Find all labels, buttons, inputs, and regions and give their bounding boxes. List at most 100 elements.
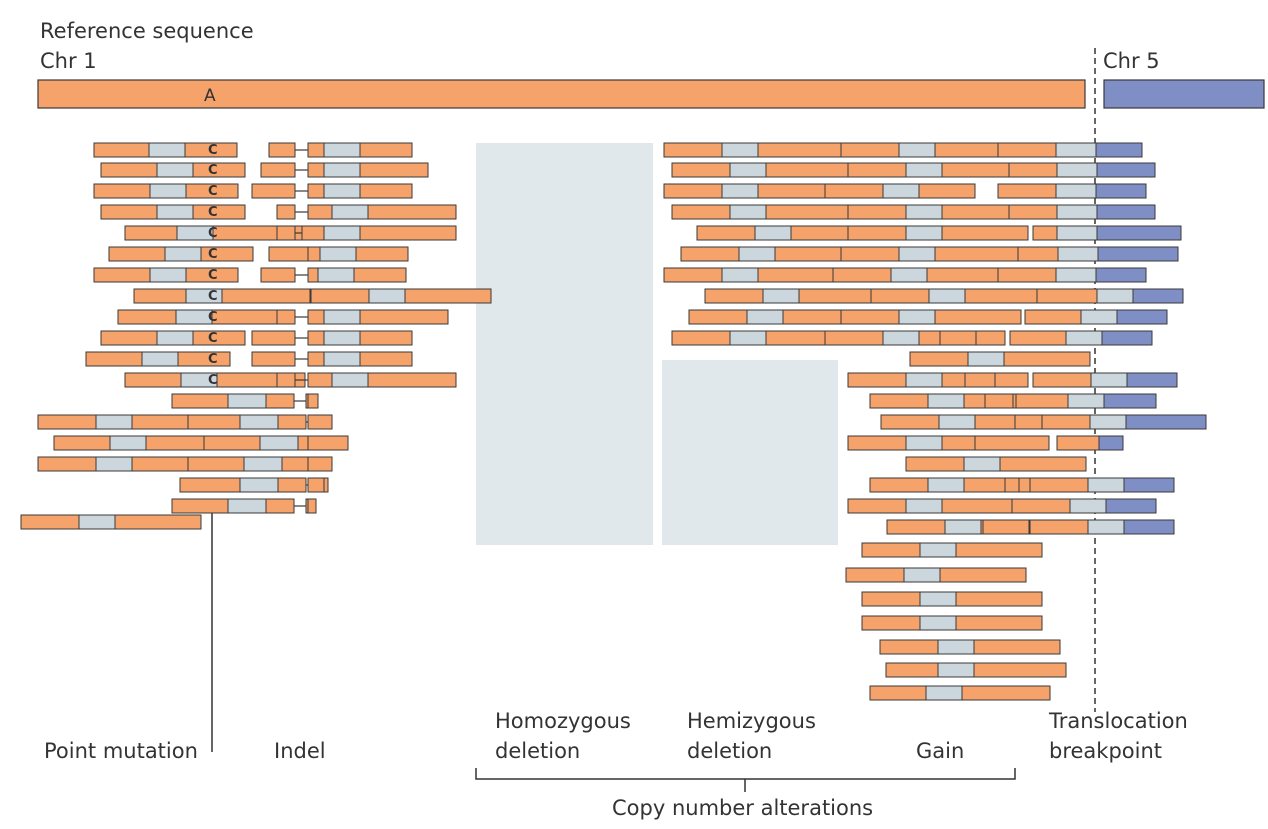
translocation-read-pair-8-read2-chr5	[1132, 288, 1184, 304]
indel-read-11-pair-insert	[323, 351, 361, 367]
translocation-read-pair-7-insert	[1055, 267, 1097, 283]
mutant-base-c-4: C	[208, 205, 218, 220]
translocation-read-pair-8-read1	[1036, 288, 1098, 304]
gain-read-pair-27-read1	[869, 477, 929, 493]
translocation-read-pair-14-read1	[1056, 435, 1100, 451]
indel-read-1-pair-read1	[307, 142, 325, 158]
gain-read-pair-4-read2	[941, 162, 1011, 178]
point-mutation-read-pair-8-read1	[133, 288, 187, 304]
translocation-read-pair-11-read1	[1032, 372, 1092, 388]
gain-read-pair-30-insert	[919, 542, 957, 558]
point-mutation-read-pair-13-insert	[95, 414, 133, 430]
translocation-read-pair-9-insert	[1080, 309, 1118, 325]
gain-extra-read-6	[1004, 477, 1020, 493]
gain-read-pair-19-insert	[729, 330, 767, 346]
gain-read-pair-13-read1	[663, 267, 723, 283]
gain-read-pair-6-insert	[882, 183, 920, 199]
point-mutation-read-pair-7-read1	[93, 267, 151, 283]
gain-read-pair-1-insert	[721, 142, 759, 158]
gain-read-pair-22-read1	[847, 372, 907, 388]
translocation-read-pair-6-insert	[1057, 246, 1099, 262]
translocation-read-pair-3-insert	[1055, 183, 1097, 199]
gain-read-pair-23-read1	[869, 393, 929, 409]
gain-read-pair-12-read2	[934, 246, 1022, 262]
gain-read-pair-4-read1	[847, 162, 907, 178]
translocation-read-pair-5-insert	[1056, 225, 1098, 241]
indel-read-13-left	[171, 393, 229, 409]
gain-read-pair-11-read1	[680, 246, 740, 262]
indel-read-10-left	[251, 330, 296, 346]
translocation-read-pair-4-insert	[1056, 204, 1098, 220]
gain-read-pair-31-read1	[845, 567, 905, 583]
mutant-base-c-1: C	[208, 143, 218, 158]
indel-read-5-left	[276, 225, 296, 241]
chr1-reference-bar	[37, 79, 1086, 109]
gain-read-pair-9-read1	[696, 225, 756, 241]
hemizygous-deletion-region	[662, 360, 838, 545]
gain-read-pair-34-read2	[973, 639, 1061, 655]
indel-read-13-right	[265, 393, 295, 409]
gain-read-pair-1-read1	[663, 142, 723, 158]
indel-label: Indel	[274, 739, 326, 763]
indel-read-10-pair-read1	[307, 330, 325, 346]
gain-read-pair-1-read2	[757, 142, 845, 158]
indel-read-3-left	[251, 183, 296, 199]
indel-read-1-pair-insert	[323, 142, 361, 158]
gain-extra-read-7	[982, 519, 1030, 535]
point-mutation-read-pair-6-read1	[108, 246, 166, 262]
gain-read-pair-3-read1	[671, 162, 731, 178]
gain-read-pair-29-insert	[944, 519, 982, 535]
indel-read-15-insert	[259, 435, 299, 451]
gain-read-pair-27-insert	[927, 477, 965, 493]
point-mutation-read-pair-16-read2	[114, 514, 202, 530]
translocation-read-pair-17-insert	[1087, 519, 1125, 535]
gain-read-pair-15-read1	[704, 288, 764, 304]
gain-read-pair-36-read1	[869, 685, 927, 701]
gain-read-pair-32-read2	[955, 591, 1043, 607]
gain-read-pair-16-read1	[870, 288, 930, 304]
gain-read-pair-18-read1	[840, 309, 900, 325]
indel-read-4-left	[276, 204, 296, 220]
chr5-label: Chr 5	[1103, 49, 1160, 73]
mutant-base-c-9: C	[208, 310, 218, 325]
gain-read-pair-21-insert	[967, 351, 1005, 367]
translocation-read-pair-16-insert	[1069, 498, 1107, 514]
translocation-read-pair-2-read1	[1008, 162, 1058, 178]
indel-read-2-pair-read2	[359, 162, 429, 178]
indel-lower-piece-2	[307, 414, 333, 430]
gain-read-pair-26-read1	[905, 456, 965, 472]
translocation-read-pair-2-insert	[1056, 162, 1098, 178]
gain-read-pair-35-read2	[973, 662, 1067, 678]
translocation-read-pair-12-insert	[1067, 393, 1105, 409]
indel-read-3-pair-read1	[307, 183, 325, 199]
translocation-read-pair-13-read2-chr5	[1125, 414, 1207, 430]
mutant-base-c-10: C	[208, 331, 218, 346]
mutant-base-c-7: C	[208, 268, 218, 283]
gain-read-pair-33-read2	[955, 615, 1043, 631]
translocation-read-pair-3-read2-chr5	[1095, 183, 1147, 199]
point-mutation-label: Point mutation	[44, 739, 198, 763]
gain-read-pair-35-read1	[885, 662, 939, 678]
homozygous-deletion-region	[476, 143, 653, 545]
indel-read-9-pair-read2	[359, 309, 449, 325]
gain-read-pair-19-read1	[671, 330, 731, 346]
translocation-read-pair-4-read2-chr5	[1096, 204, 1156, 220]
gain-read-pair-23-insert	[927, 393, 965, 409]
translocation-read-pair-12-read1	[1015, 393, 1069, 409]
translocation-label-1: Translocation	[1048, 709, 1188, 733]
indel-read-12-pair-read1	[307, 372, 333, 388]
gain-read-pair-30-read2	[955, 542, 1043, 558]
gain-read-pair-2-read1	[840, 142, 900, 158]
gain-read-pair-28-insert	[905, 498, 943, 514]
indel-read-4-pair-insert	[331, 204, 369, 220]
gain-read-pair-10-read2	[941, 225, 1029, 241]
point-mutation-read-pair-7-insert	[149, 267, 187, 283]
indel-read-16-right	[281, 456, 311, 472]
gain-read-pair-7-insert	[729, 204, 767, 220]
reference-base-label: A	[204, 86, 216, 106]
indel-read-14-right	[277, 414, 307, 430]
mutant-base-c-6: C	[208, 247, 218, 262]
gain-read-pair-24-insert	[938, 414, 976, 430]
translocation-read-pair-8-insert	[1096, 288, 1134, 304]
